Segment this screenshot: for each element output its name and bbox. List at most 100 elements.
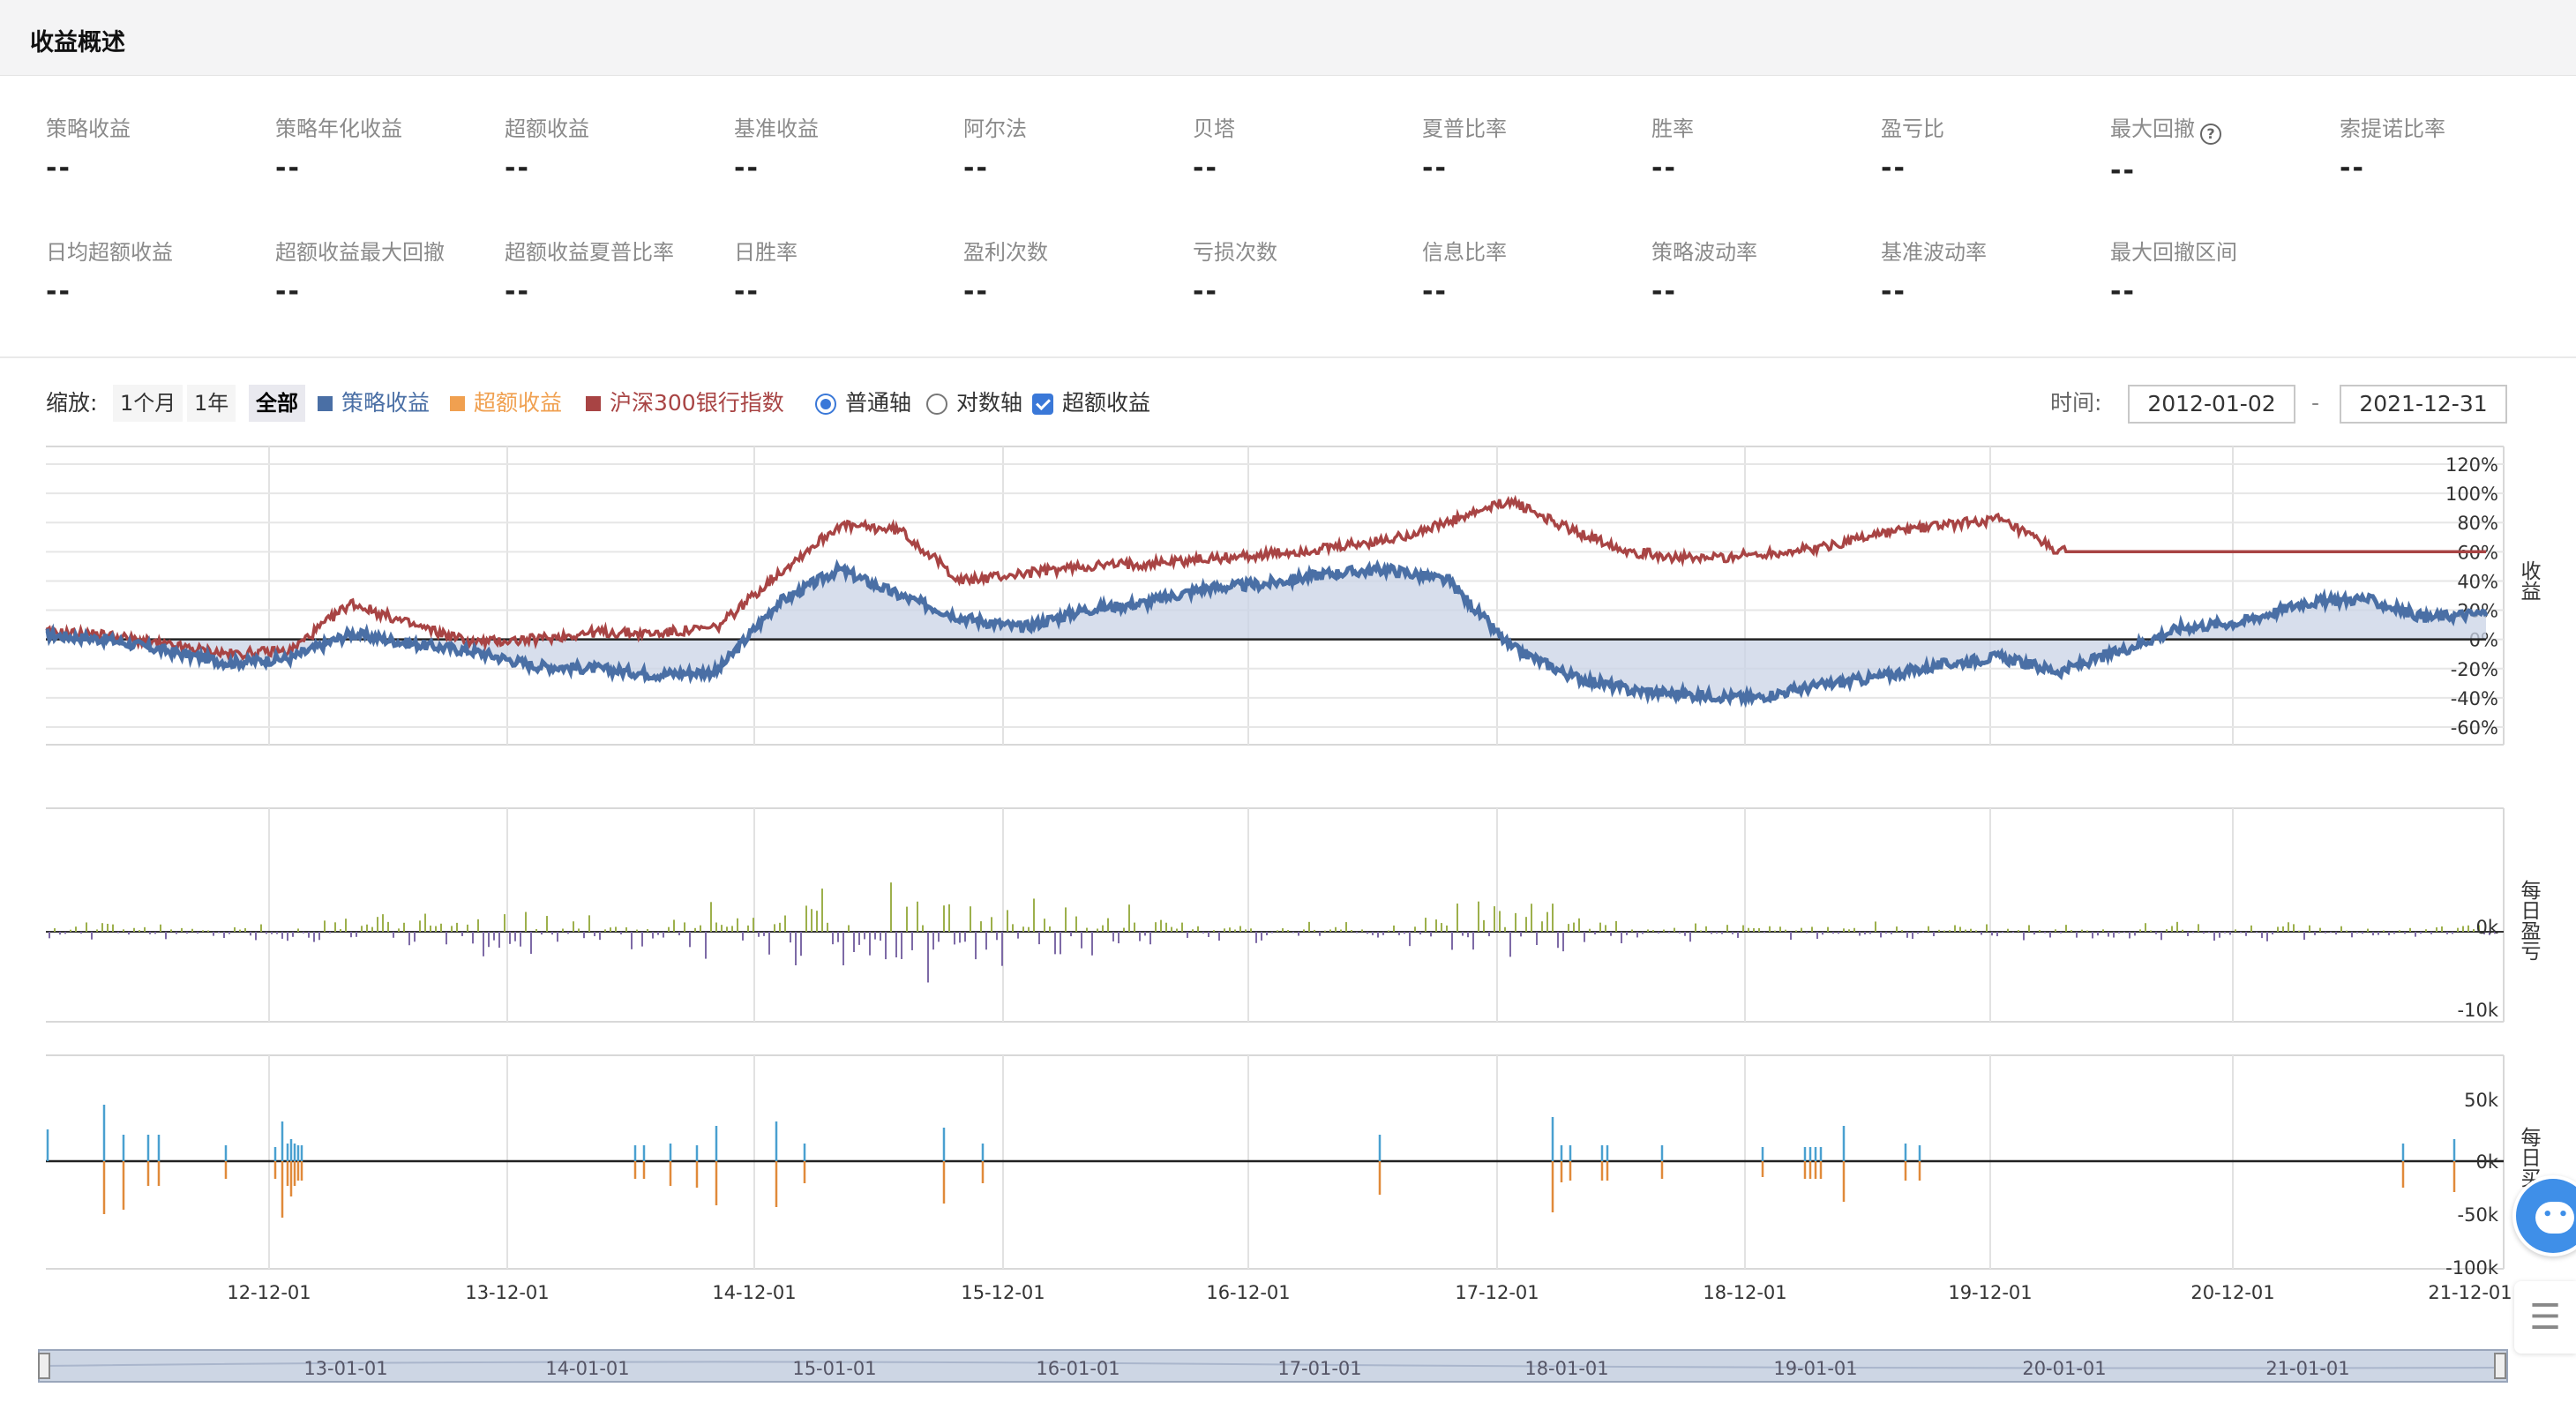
y-tick-label: -60% xyxy=(2451,717,2498,739)
metric-value: -- xyxy=(1881,153,1906,184)
radio-checked-icon xyxy=(815,394,836,415)
navigator-left-handle[interactable] xyxy=(38,1353,50,1379)
metric-label: 基准波动率 xyxy=(1881,235,2093,266)
y-tick-label: 120% xyxy=(2445,454,2498,476)
legend-strategy[interactable]: 策略收益 xyxy=(318,385,430,422)
metric-label: 基准收益 xyxy=(734,111,946,142)
divider xyxy=(0,356,2576,358)
navigator-right-handle[interactable] xyxy=(2494,1353,2506,1379)
metric-label-text: 超额收益夏普比率 xyxy=(505,240,674,265)
metric-value: -- xyxy=(505,153,530,184)
metric-label-text: 策略收益 xyxy=(46,116,131,141)
metric-7: 胜率 -- xyxy=(1651,111,1863,184)
y-tick-label: 40% xyxy=(2457,571,2498,592)
metric-0: 策略收益 -- xyxy=(46,111,258,184)
metric-value: -- xyxy=(1422,153,1448,184)
metric-value: -- xyxy=(2340,153,2365,184)
range-navigator[interactable] xyxy=(38,1349,2508,1383)
metric-label: 策略年化收益 xyxy=(275,111,487,142)
navigator-tick-label: 13-01-01 xyxy=(303,1358,387,1379)
metric-value: -- xyxy=(275,276,301,307)
metric-value: -- xyxy=(963,276,989,307)
metric-17: 信息比率 -- xyxy=(1422,235,1634,307)
navigator-tick-label: 17-01-01 xyxy=(1277,1358,1361,1379)
legend-benchmark-label: 沪深300银行指数 xyxy=(610,390,784,416)
list-menu-icon[interactable]: ☰ xyxy=(2514,1281,2576,1354)
metric-value: -- xyxy=(275,153,301,184)
metric-value: -- xyxy=(734,153,760,184)
zoom-1-year-button[interactable]: 1年 xyxy=(187,385,236,422)
axis-log-radio[interactable]: 对数轴 xyxy=(926,385,1022,422)
metric-label: 信息比率 xyxy=(1422,235,1634,266)
excess-checkbox-label: 超额收益 xyxy=(1062,390,1151,416)
chart-toolbar: 缩放: 1个月 1年 全部 策略收益 超额收益 沪深300银行指数 普通轴 对数… xyxy=(46,385,2569,429)
metric-label: 胜率 xyxy=(1651,111,1863,142)
metric-6: 夏普比率 -- xyxy=(1422,111,1634,184)
metric-label: 亏损次数 xyxy=(1193,235,1404,266)
metric-label-text: 索提诺比率 xyxy=(2340,116,2445,141)
y-tick-label: -20% xyxy=(2451,659,2498,680)
metric-label-text: 策略波动率 xyxy=(1651,240,1757,265)
legend-excess[interactable]: 超额收益 xyxy=(450,385,562,422)
end-date-input[interactable]: 2021-12-31 xyxy=(2340,385,2507,424)
metric-value: -- xyxy=(963,153,989,184)
metric-label: 阿尔法 xyxy=(963,111,1175,142)
start-date-input[interactable]: 2012-01-02 xyxy=(2128,385,2295,424)
axis-normal-radio[interactable]: 普通轴 xyxy=(815,385,911,422)
x-tick-label: 18-12-01 xyxy=(1703,1282,1786,1303)
y-tick-label: -100k xyxy=(2445,1257,2499,1279)
zoom-1-month-button[interactable]: 1个月 xyxy=(113,385,183,422)
returns-chart[interactable]: 120%100%80%60%40%20%0%-20%-40%-60%收益每日盈亏… xyxy=(0,438,2576,1410)
metric-label: 索提诺比率 xyxy=(2340,111,2551,142)
legend-strategy-label: 策略收益 xyxy=(341,390,431,416)
metric-label-text: 夏普比率 xyxy=(1422,116,1507,141)
metric-label: 最大回撤? xyxy=(2110,111,2322,145)
metric-value: -- xyxy=(1881,276,1906,307)
metric-value: -- xyxy=(1651,276,1677,307)
y-tick-label: -40% xyxy=(2451,688,2498,709)
x-tick-label: 20-12-01 xyxy=(2190,1282,2274,1303)
metric-label: 盈利次数 xyxy=(963,235,1175,266)
chat-assistant-button[interactable] xyxy=(2512,1175,2576,1256)
y-tick-label: 0k xyxy=(2475,917,2498,938)
metric-label-text: 胜率 xyxy=(1651,116,1694,141)
metric-11: 日均超额收益 -- xyxy=(46,235,258,307)
x-tick-label: 16-12-01 xyxy=(1206,1282,1290,1303)
metric-13: 超额收益夏普比率 -- xyxy=(505,235,716,307)
metric-5: 贝塔 -- xyxy=(1193,111,1404,184)
metric-2: 超额收益 -- xyxy=(505,111,716,184)
y-tick-label: 80% xyxy=(2457,513,2498,534)
page-title: 收益概述 xyxy=(30,29,125,56)
metric-label: 超额收益夏普比率 xyxy=(505,235,716,266)
excess-return-checkbox[interactable]: 超额收益 xyxy=(1032,385,1150,422)
metric-value: -- xyxy=(46,276,71,307)
y-tick-label: 100% xyxy=(2445,484,2498,505)
navigator-tick-label: 19-01-01 xyxy=(1773,1358,1857,1379)
x-tick-label: 14-12-01 xyxy=(712,1282,796,1303)
x-tick-label: 21-12-01 xyxy=(2428,1282,2512,1303)
metric-value: -- xyxy=(734,276,760,307)
metric-3: 基准收益 -- xyxy=(734,111,946,184)
navigator-tick-label: 21-01-01 xyxy=(2265,1358,2349,1379)
summary-header: 收益概述 xyxy=(0,0,2576,76)
zoom-all-button[interactable]: 全部 xyxy=(249,385,305,422)
y-tick-label: -10k xyxy=(2458,1000,2499,1021)
metric-19: 基准波动率 -- xyxy=(1881,235,2093,307)
metric-14: 日胜率 -- xyxy=(734,235,946,307)
help-circle-icon[interactable]: ? xyxy=(2200,124,2221,145)
metric-8: 盈亏比 -- xyxy=(1881,111,2093,184)
metric-label-text: 最大回撤 xyxy=(2110,116,2195,141)
metric-label-text: 超额收益最大回撤 xyxy=(275,240,445,265)
zoom-label: 缩放: xyxy=(46,390,98,416)
metric-label-text: 超额收益 xyxy=(505,116,589,141)
metric-label-text: 阿尔法 xyxy=(963,116,1027,141)
metric-1: 策略年化收益 -- xyxy=(275,111,487,184)
benchmark-line xyxy=(45,494,2486,664)
y-tick-label: -50k xyxy=(2458,1204,2499,1226)
metric-label: 盈亏比 xyxy=(1881,111,2093,142)
legend-benchmark[interactable]: 沪深300银行指数 xyxy=(586,385,784,422)
metric-15: 盈利次数 -- xyxy=(963,235,1175,307)
metric-value: -- xyxy=(46,153,71,184)
x-tick-label: 12-12-01 xyxy=(227,1282,311,1303)
metric-label-text: 信息比率 xyxy=(1422,240,1507,265)
